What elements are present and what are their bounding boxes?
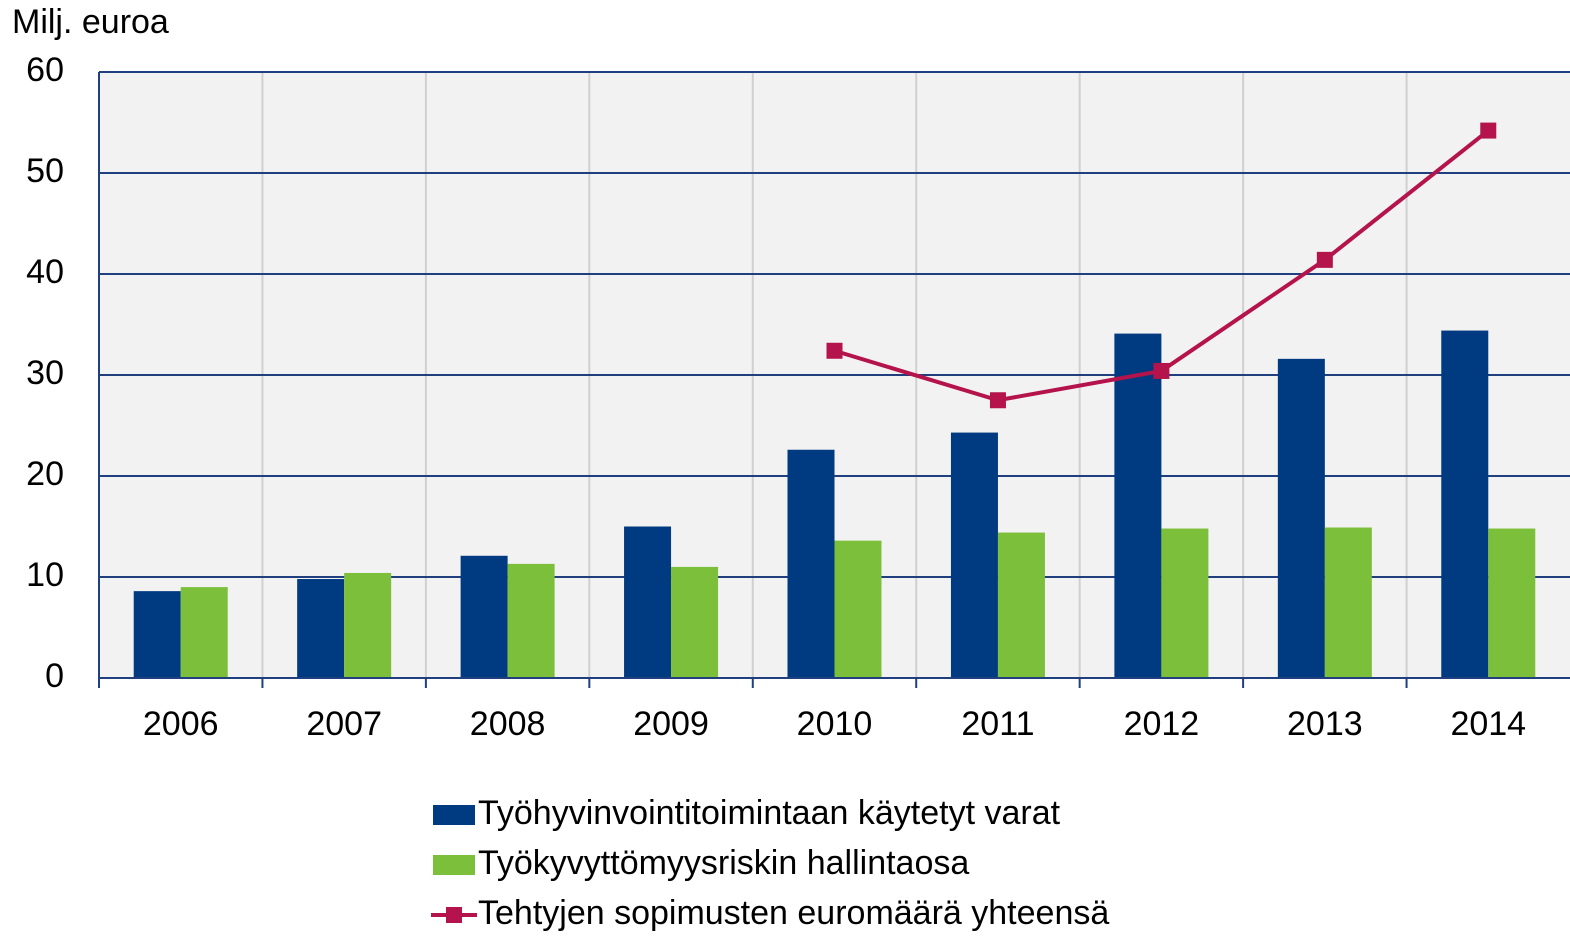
line-marker: [1316, 251, 1333, 268]
bar: [997, 532, 1045, 678]
legend-label: Työkyvyttömyysriskin hallintaosa: [478, 844, 969, 882]
legend-marker: [446, 907, 462, 923]
x-tick-label: 2007: [306, 705, 382, 743]
x-tick-label: 2009: [633, 705, 709, 743]
y-axis-label: Milj. euroa: [12, 3, 169, 41]
y-tick-label: 50: [26, 152, 64, 190]
line-marker: [989, 392, 1006, 409]
bar: [344, 572, 392, 678]
bar: [671, 566, 719, 678]
y-tick-label: 60: [26, 51, 64, 89]
x-tick-label: 2006: [143, 705, 219, 743]
bar: [1277, 358, 1325, 678]
x-tick-label: 2012: [1124, 705, 1200, 743]
y-tick-label: 10: [26, 556, 64, 594]
bar: [297, 579, 345, 678]
legend-swatch: [433, 855, 475, 875]
bar: [1161, 528, 1209, 678]
x-tick-label: 2010: [797, 705, 873, 743]
bar: [1488, 528, 1536, 678]
bar: [507, 563, 555, 678]
bar: [1324, 527, 1372, 678]
bar: [180, 587, 228, 678]
x-tick-label: 2014: [1450, 705, 1526, 743]
line-marker: [1153, 362, 1170, 379]
y-tick-label: 30: [26, 354, 64, 392]
legend-label: Työhyvinvointitoimintaan käytetyt varat: [478, 794, 1061, 832]
x-tick-label: 2008: [470, 705, 546, 743]
bar: [460, 555, 508, 678]
line-marker: [826, 342, 843, 359]
line-marker: [1480, 122, 1497, 139]
x-tick-label: 2013: [1287, 705, 1363, 743]
y-tick-label: 40: [26, 253, 64, 291]
bar: [624, 526, 672, 678]
bar: [787, 449, 835, 678]
legend-swatch: [433, 805, 475, 825]
bar: [1441, 330, 1489, 678]
bar: [834, 540, 882, 678]
bar: [133, 591, 181, 678]
x-tick-label: 2011: [961, 705, 1034, 743]
bar: [1114, 333, 1162, 678]
legend-label: Tehtyjen sopimusten euromäärä yhteensä: [478, 894, 1109, 932]
y-tick-label: 0: [45, 657, 64, 695]
y-tick-label: 20: [26, 455, 64, 493]
bar: [950, 432, 998, 678]
